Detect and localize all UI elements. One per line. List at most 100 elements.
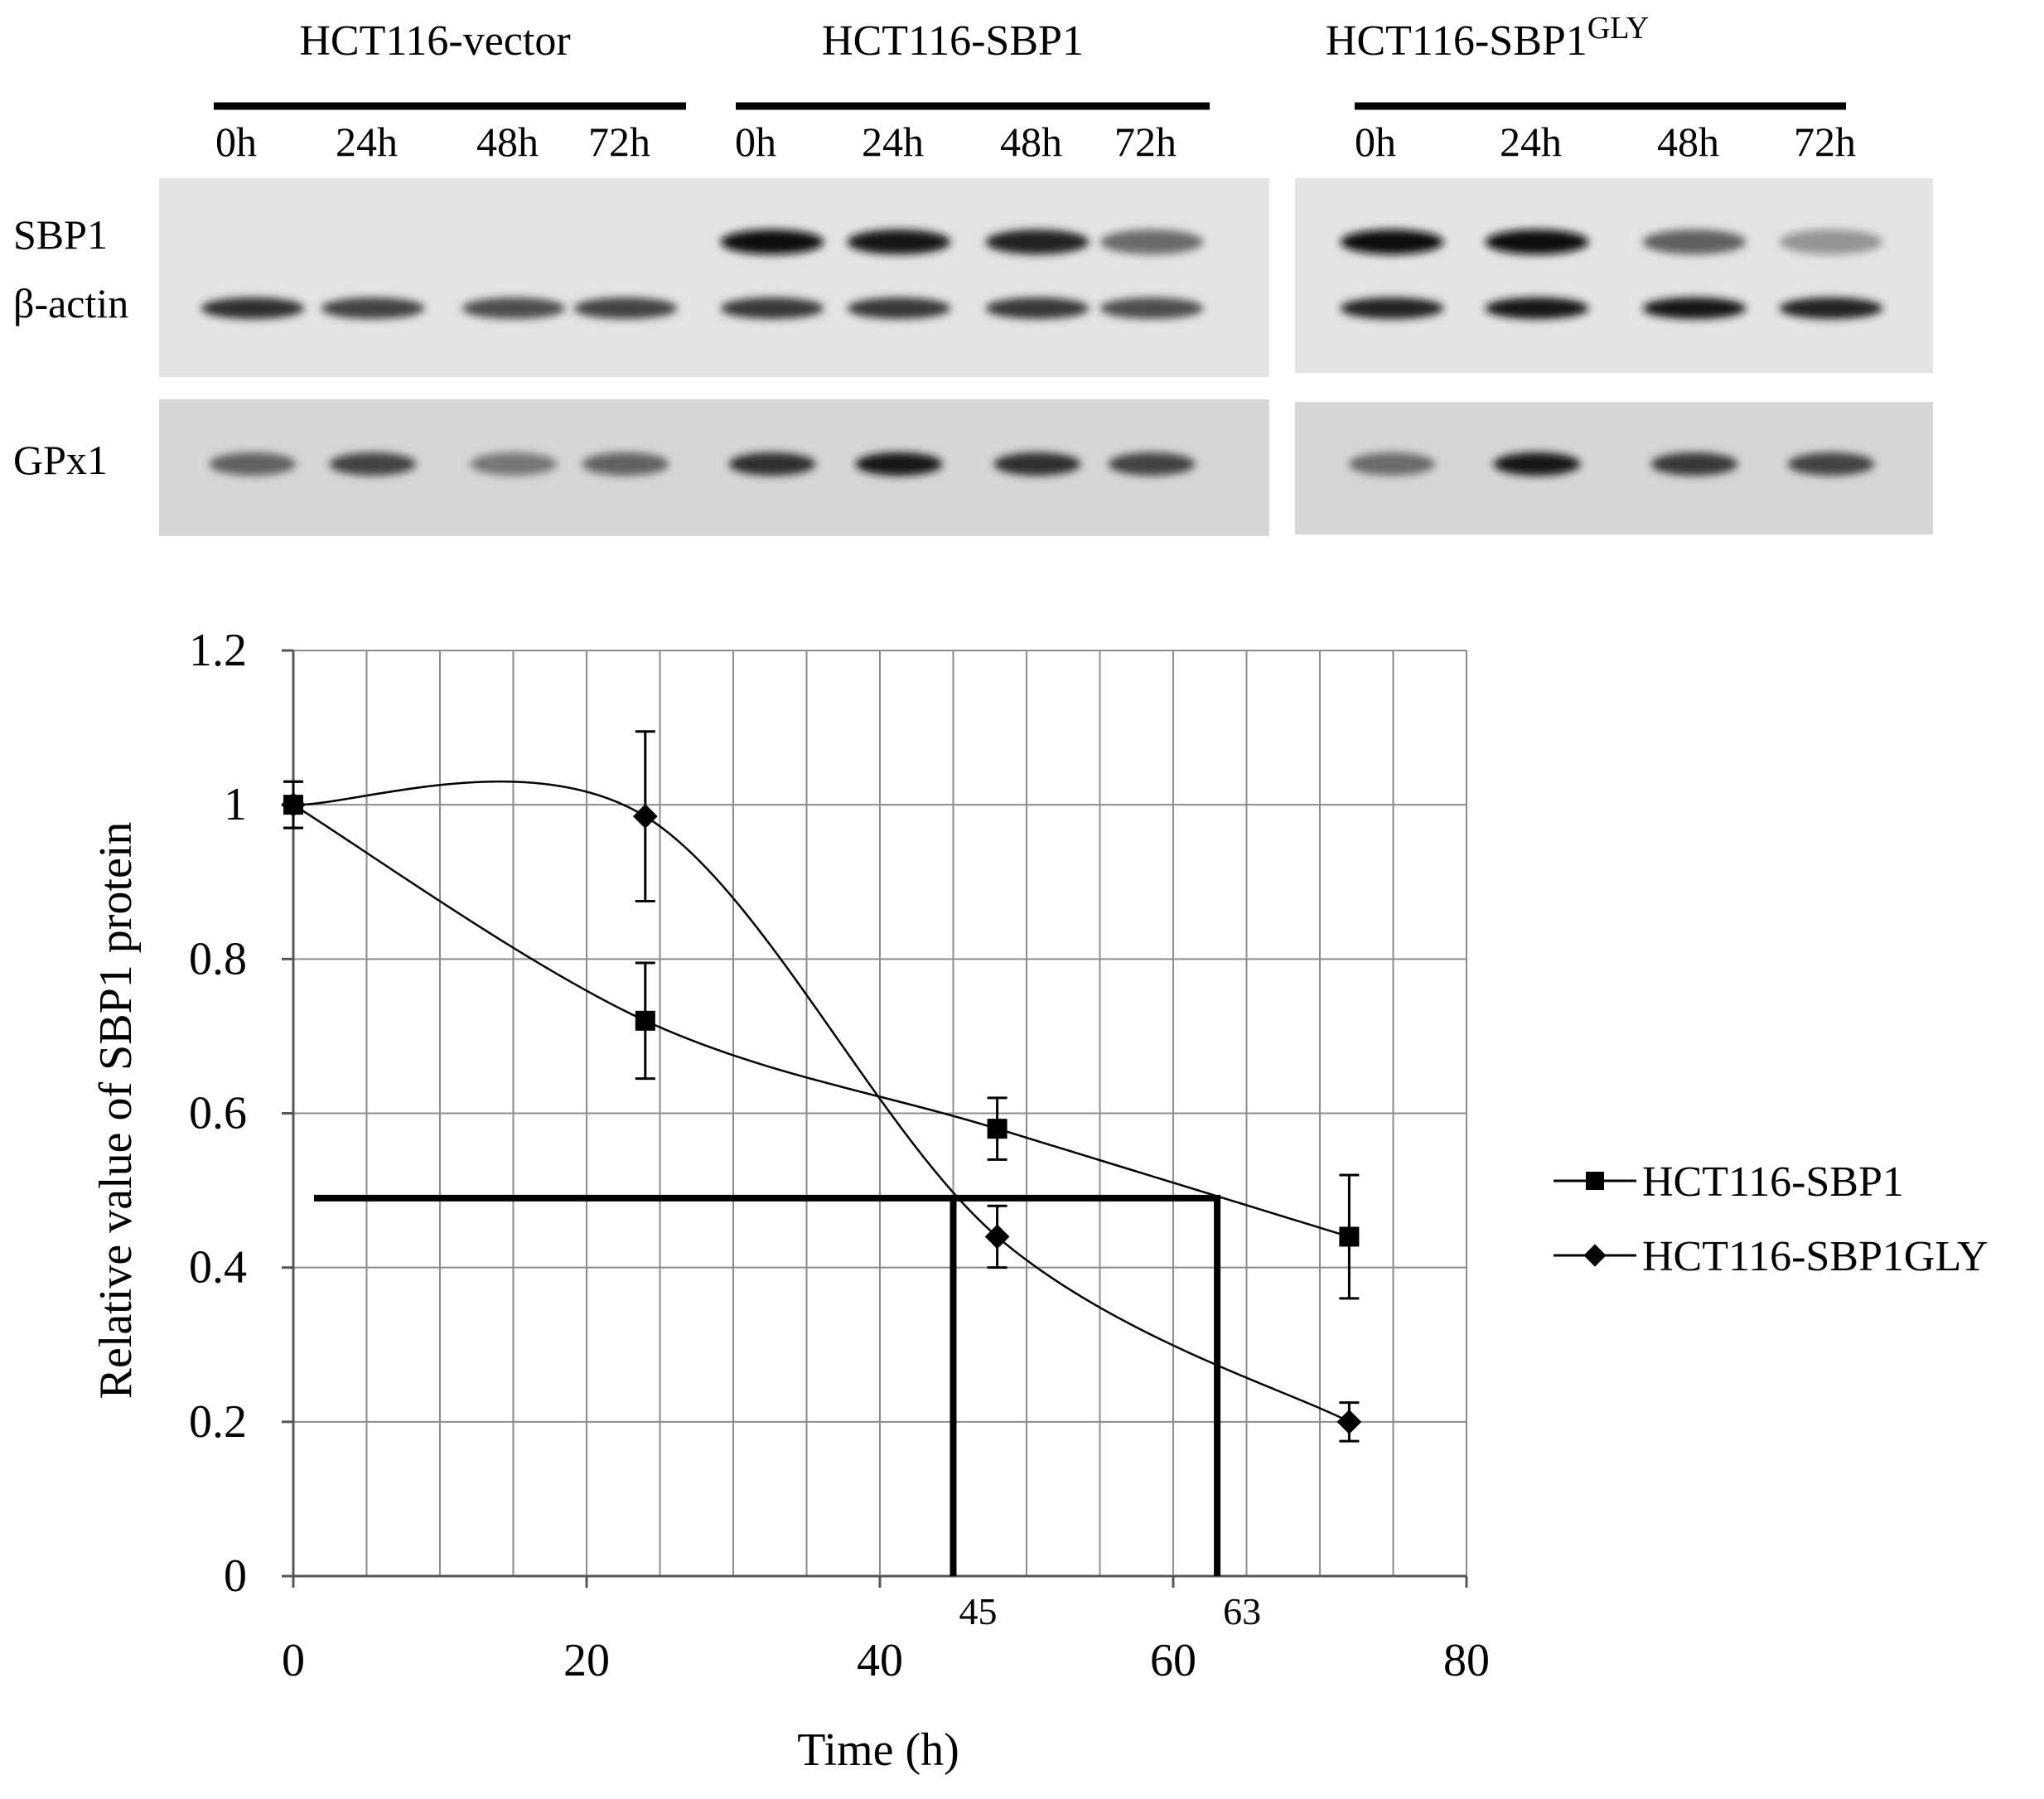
series-2 bbox=[281, 730, 1362, 1443]
half-life-label: 63 bbox=[1223, 1590, 1261, 1632]
gpx1-band bbox=[1108, 452, 1196, 476]
blot-timepoint-label: 0h bbox=[215, 118, 257, 165]
chart-tick-labels: 0 20 40 60 80 0 0.2 0.4 0.6 0.8 1 1.2 bbox=[189, 625, 1490, 1686]
blot-membrane-bottom bbox=[159, 399, 1269, 536]
series-line bbox=[292, 780, 1350, 1423]
data-point bbox=[1339, 1226, 1360, 1247]
data-point bbox=[1336, 1409, 1362, 1434]
blot-timepoint-label: 72h bbox=[1114, 118, 1177, 165]
blot-group-name: HCT116-SBP1 bbox=[822, 17, 1084, 65]
legend-marker bbox=[1583, 1244, 1607, 1267]
y-tick-label: 0 bbox=[224, 1550, 247, 1602]
blot-row-labels: SBP1 β-actin GPx1 bbox=[13, 211, 128, 483]
blot-row-label: β-actin bbox=[13, 280, 128, 326]
blot-timepoint-label: 0h bbox=[1355, 118, 1396, 165]
beta-actin-band bbox=[847, 297, 951, 319]
blot-timepoint-label: 24h bbox=[862, 118, 924, 165]
data-point bbox=[632, 804, 658, 829]
gpx1-band bbox=[582, 452, 669, 476]
blot-timepoint-label: 0h bbox=[735, 118, 776, 165]
beta-actin-band bbox=[1642, 297, 1747, 319]
y-tick-label: 0.4 bbox=[189, 1242, 247, 1294]
data-point bbox=[635, 1010, 655, 1031]
gpx1-band bbox=[209, 452, 297, 476]
x-tick-label: 0 bbox=[282, 1635, 305, 1686]
sbp1-band bbox=[847, 230, 951, 254]
blot-images bbox=[159, 178, 1933, 536]
sbp1-band bbox=[720, 230, 824, 254]
blot-timepoint-label: 48h bbox=[476, 118, 539, 165]
legend-label: HCT116-SBP1 bbox=[1642, 1158, 1904, 1206]
gpx1-band bbox=[728, 452, 816, 476]
line-chart: 0 20 40 60 80 0 0.2 0.4 0.6 0.8 1 1.2 45 63 Time (h)… bbox=[90, 625, 1988, 1776]
beta-actin-band bbox=[985, 297, 1090, 319]
blot-group-name: HCT116-vector bbox=[299, 17, 570, 65]
blot-row-label: GPx1 bbox=[13, 437, 108, 483]
sbp1-band bbox=[1340, 230, 1444, 254]
blot-timepoint-label: 24h bbox=[336, 118, 398, 165]
blot-group-title: HCT116-SBP1 bbox=[822, 17, 1084, 65]
gpx1-band bbox=[470, 452, 558, 476]
beta-actin-band bbox=[321, 297, 425, 319]
blot-timepoint-label: 48h bbox=[1657, 118, 1719, 165]
x-tick-label: 80 bbox=[1443, 1635, 1490, 1686]
gpx1-band bbox=[1348, 452, 1436, 476]
y-axis-label: Relative value of SBP1 protein bbox=[90, 822, 142, 1400]
blot-timepoint-label: 72h bbox=[588, 118, 650, 165]
data-point bbox=[987, 1119, 1008, 1139]
beta-actin-band bbox=[201, 297, 305, 319]
blot-group-title: HCT116-SBP1GLY bbox=[1326, 11, 1649, 65]
beta-actin-band bbox=[573, 297, 678, 319]
chart-grid bbox=[292, 650, 1467, 1577]
beta-actin-band bbox=[1485, 297, 1589, 319]
beta-actin-band bbox=[720, 297, 824, 319]
series-line bbox=[292, 804, 1350, 1238]
sbp1-band bbox=[1779, 230, 1883, 254]
y-tick-label: 1.2 bbox=[189, 625, 247, 676]
blot-timepoint-label: 72h bbox=[1794, 118, 1856, 165]
gpx1-band bbox=[329, 452, 417, 476]
blot-group-headers: HCT116-vector 0h 24h 48h 72h HCT116-SBP1 0h 24h… bbox=[214, 11, 1856, 165]
beta-actin-band bbox=[1340, 297, 1444, 319]
x-tick-label: 40 bbox=[857, 1635, 903, 1686]
x-tick-label: 20 bbox=[563, 1635, 610, 1686]
x-axis-label: Time (h) bbox=[797, 1724, 959, 1776]
legend-item: HCT116-SBP1GLY bbox=[1554, 1233, 1988, 1280]
sbp1-band bbox=[1099, 230, 1204, 254]
blot-row-label: SBP1 bbox=[13, 211, 108, 258]
blot-membrane-top bbox=[159, 178, 1269, 377]
chart-series bbox=[281, 730, 1362, 1443]
series-1 bbox=[283, 780, 1360, 1300]
y-tick-label: 0.6 bbox=[189, 1088, 247, 1139]
blot-timepoint-label: 48h bbox=[1000, 118, 1062, 165]
gpx1-band bbox=[1650, 452, 1738, 476]
chart-legend: HCT116-SBP1 HCT116-SBP1GLY bbox=[1554, 1158, 1988, 1280]
data-point bbox=[984, 1224, 1010, 1250]
legend-label: HCT116-SBP1GLY bbox=[1642, 1233, 1988, 1280]
sbp1-band bbox=[1485, 230, 1589, 254]
gpx1-band bbox=[1787, 452, 1875, 476]
half-life-label: 45 bbox=[959, 1590, 998, 1632]
blot-group-name: HCT116-SBP1 bbox=[1326, 17, 1587, 65]
y-tick-label: 0.8 bbox=[189, 933, 247, 984]
gpx1-band bbox=[993, 452, 1081, 476]
blot-group-superscript: GLY bbox=[1587, 11, 1649, 46]
legend-item: HCT116-SBP1 bbox=[1554, 1158, 1904, 1206]
western-blot-panel: HCT116-vector 0h 24h 48h 72h HCT116-SBP1 0h 24h… bbox=[13, 11, 1933, 536]
legend-marker bbox=[1586, 1172, 1604, 1190]
y-tick-label: 1 bbox=[224, 779, 247, 830]
beta-actin-band bbox=[461, 297, 566, 319]
gpx1-band bbox=[855, 452, 943, 476]
y-tick-label: 0.2 bbox=[189, 1396, 247, 1448]
sbp1-band bbox=[985, 230, 1090, 254]
blot-membrane-top bbox=[1295, 178, 1933, 373]
sbp1-band bbox=[1642, 230, 1747, 254]
chart-annotations: 45 63 bbox=[314, 1194, 1261, 1632]
beta-actin-band bbox=[1099, 297, 1204, 319]
blot-group-title: HCT116-vector bbox=[299, 17, 570, 65]
x-tick-label: 60 bbox=[1150, 1635, 1196, 1686]
gpx1-band bbox=[1493, 452, 1581, 476]
data-point bbox=[281, 792, 306, 818]
blot-timepoint-label: 24h bbox=[1500, 118, 1562, 165]
